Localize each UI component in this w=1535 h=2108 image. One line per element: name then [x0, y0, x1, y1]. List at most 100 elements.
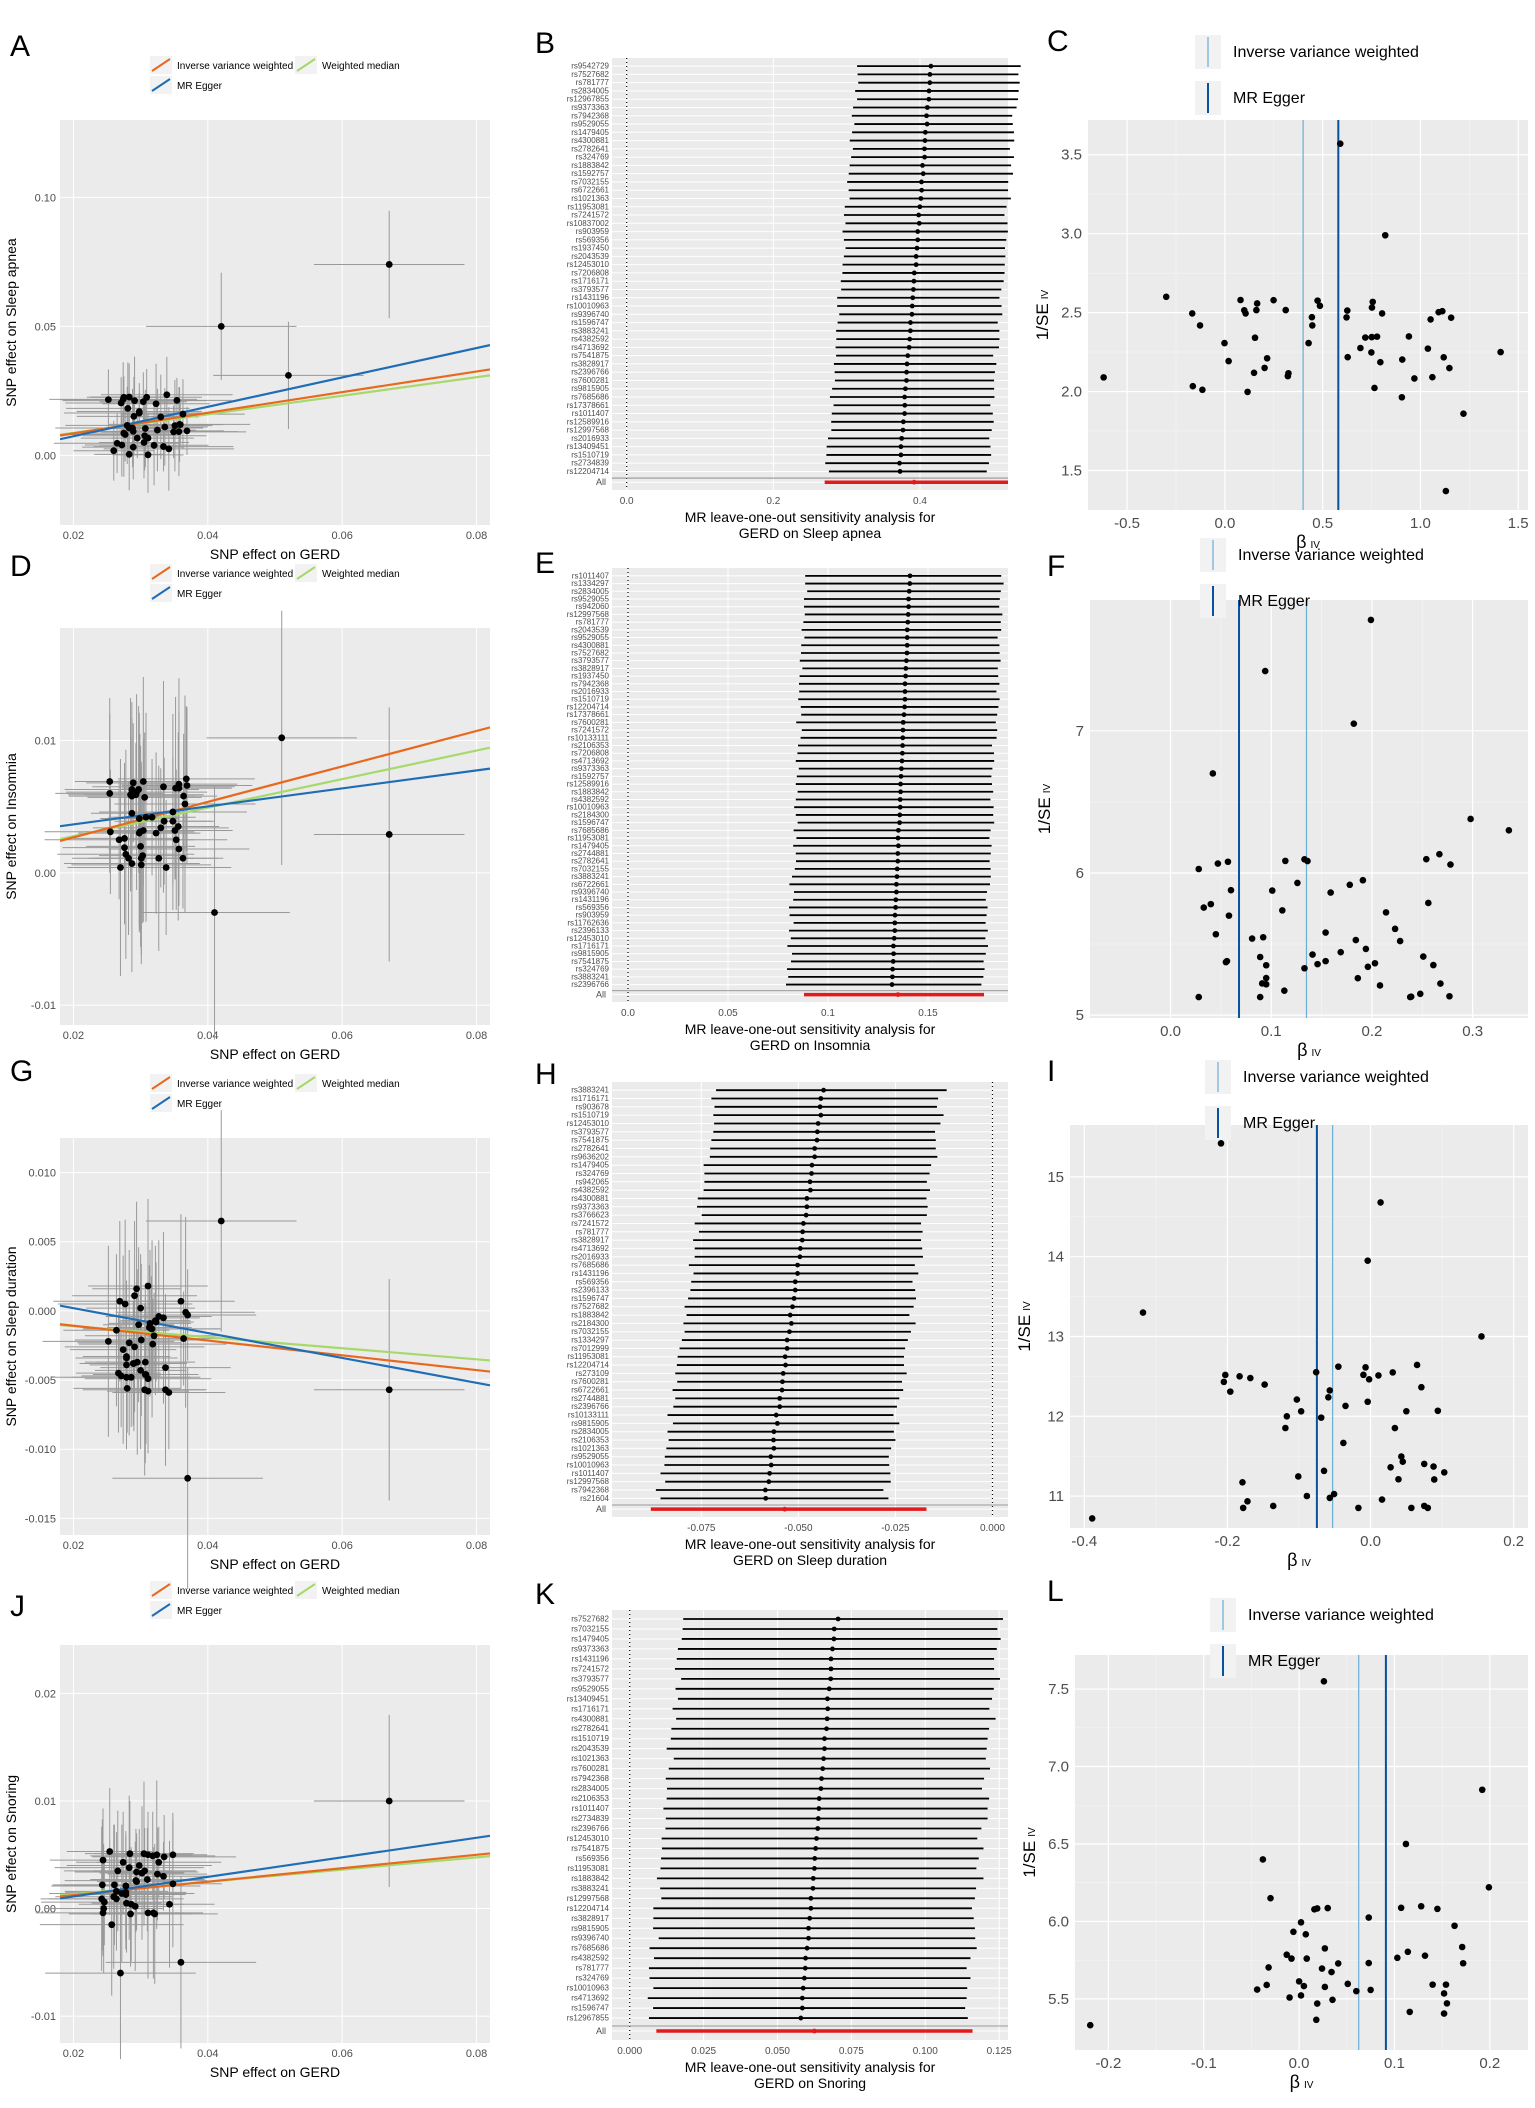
plot-background — [60, 1138, 490, 1535]
x-tick-label: 0.04 — [197, 1540, 218, 1552]
legend-label-ivw: Inverse variance weighted — [1233, 44, 1419, 61]
estimate-point — [814, 1137, 820, 1143]
x-tick-label: 0.0 — [1360, 1533, 1381, 1550]
snp-label: rs9815905 — [571, 1419, 609, 1428]
snp-point — [145, 1324, 153, 1331]
snp-point — [1282, 306, 1290, 314]
snp-point — [1320, 1467, 1328, 1475]
snp-point — [1242, 310, 1249, 317]
snp-point — [1413, 1361, 1421, 1369]
x-tick-label: 0.06 — [331, 2048, 352, 2060]
snp-label: rs10010963 — [567, 1984, 610, 1993]
snp-point — [169, 1851, 177, 1859]
estimate-point — [902, 681, 908, 687]
snp-label: rs1883842 — [571, 161, 609, 170]
legend-swatch — [151, 58, 171, 72]
snp-point — [135, 1321, 143, 1329]
estimate-point — [922, 146, 927, 152]
snp-point — [177, 1297, 185, 1305]
snp-label: rs2043539 — [571, 625, 609, 634]
snp-point — [1505, 827, 1513, 834]
estimate-point — [780, 1379, 785, 1385]
snp-point — [1394, 1954, 1401, 1962]
snp-label: rs7541875 — [571, 1844, 609, 1853]
estimate-point — [898, 444, 904, 450]
snp-point — [144, 1375, 152, 1383]
snp-point — [1365, 1376, 1373, 1383]
snp-point — [1367, 616, 1375, 624]
egger-line — [60, 344, 490, 441]
snp-point — [176, 421, 184, 429]
snp-point — [1261, 1381, 1268, 1388]
estimate-point — [774, 1420, 780, 1426]
snp-label: rs1334297 — [571, 1336, 609, 1345]
estimate-point — [904, 642, 910, 648]
estimate-point — [835, 1616, 841, 1622]
snp-point — [169, 1880, 177, 1888]
snp-point — [1324, 1904, 1332, 1912]
snp-label: rs2106353 — [571, 1794, 609, 1803]
snp-point — [1268, 887, 1276, 894]
x-tick-label: 0.100 — [913, 2046, 938, 2057]
snp-label: rs4382592 — [571, 1954, 609, 1963]
snp-point — [166, 1900, 173, 1908]
snp-point — [135, 815, 143, 822]
snp-point — [144, 1282, 152, 1290]
snp-point — [1451, 1922, 1458, 1930]
plot-background — [60, 120, 490, 525]
y-tick-label: 5.5 — [1048, 1991, 1069, 2008]
snp-point — [106, 790, 114, 797]
estimate-point — [902, 402, 908, 408]
snp-point — [160, 1872, 167, 1880]
summary-point — [782, 1506, 788, 1512]
estimate-point — [904, 650, 910, 656]
snp-point — [121, 431, 129, 438]
snp-point — [1225, 912, 1233, 919]
snp-label: rs12204714 — [567, 467, 610, 476]
plot-background — [1090, 600, 1528, 1018]
estimate-point — [777, 1404, 783, 1410]
snp-label: rs12967855 — [567, 95, 610, 104]
snp-label: rs903678 — [576, 1102, 610, 1111]
snp-point — [1317, 1414, 1325, 1421]
snp-point — [1309, 322, 1316, 329]
estimate-point — [922, 154, 928, 160]
snp-point — [1368, 349, 1375, 356]
estimate-point — [915, 229, 921, 234]
snp-point — [1447, 314, 1455, 321]
y-axis-label: 1/SEIV — [1015, 1301, 1034, 1352]
x-tick-label: -0.2 — [1215, 1533, 1241, 1550]
estimate-point — [797, 1246, 803, 1251]
snp-label: rs7541875 — [571, 957, 609, 966]
snp-label: rs1021363 — [571, 194, 609, 203]
snp-point — [1327, 889, 1334, 896]
y-tick-label: 0.00 — [35, 868, 56, 880]
x-tick-label: 0.06 — [331, 530, 352, 542]
x-tick-label: -0.1 — [1191, 2055, 1217, 2072]
snp-label: rs781777 — [576, 78, 610, 87]
y-tick-label: 7 — [1076, 723, 1084, 740]
x-axis-label-sub: IV — [1301, 1558, 1311, 1569]
snp-point — [1442, 487, 1450, 495]
legend: Inverse variance weighted Weighted median… — [150, 56, 400, 94]
estimate-point — [822, 1746, 827, 1752]
snp-point — [125, 1339, 133, 1347]
forest-plot-E: rs1011407rs1334297rs2834005rs9529055rs94… — [567, 568, 1008, 1053]
snp-point — [144, 451, 152, 459]
snp-point — [179, 410, 187, 418]
snp-label: rs1596747 — [571, 1294, 609, 1303]
y-axis-label-group: 1/SEIV — [1033, 290, 1052, 341]
snp-point — [1377, 358, 1384, 366]
snp-point — [1369, 298, 1377, 306]
snp-label: rs2396766 — [571, 368, 609, 377]
snp-point — [127, 1910, 134, 1918]
snp-point — [1497, 348, 1504, 356]
legend-label: Weighted median — [322, 569, 400, 580]
panel-label-C: C — [1047, 25, 1069, 58]
snp-point — [173, 397, 181, 404]
estimate-point — [900, 750, 905, 756]
legend-label-egger: MR Egger — [1238, 593, 1311, 610]
summary-point — [895, 992, 901, 998]
legend-swatch — [296, 58, 316, 72]
snp-point — [1267, 1894, 1274, 1902]
